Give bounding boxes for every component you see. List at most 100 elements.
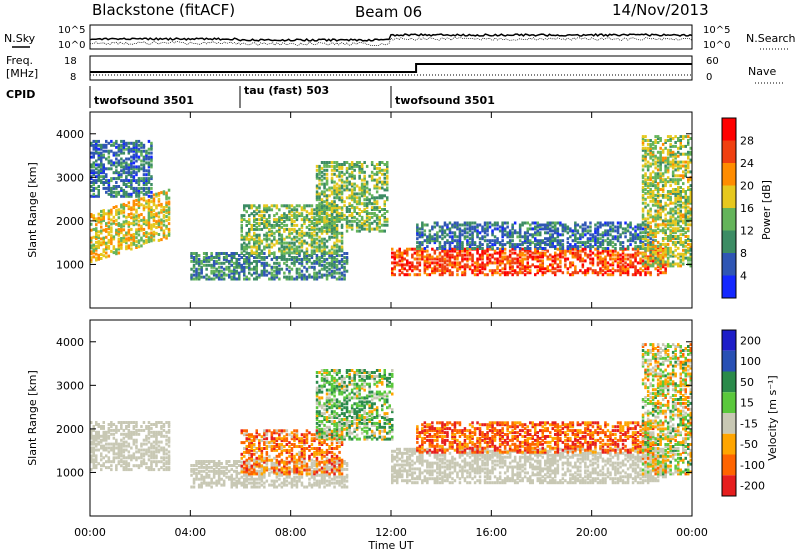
echo-cell: [127, 230, 131, 234]
echo-cell: [476, 257, 479, 261]
echo-cell: [132, 165, 136, 169]
echo-cell: [137, 157, 141, 161]
echo-cell: [669, 201, 672, 205]
echo-cell: [225, 265, 228, 269]
echo-cell: [95, 423, 98, 426]
echo-cell: [132, 145, 136, 149]
echo-cell: [416, 251, 419, 255]
echo-cell: [338, 261, 341, 265]
echo-cell: [90, 169, 93, 173]
echo-cell: [679, 219, 682, 223]
echo-cell: [368, 221, 371, 225]
echo-cell: [95, 244, 98, 248]
echo-cell: [330, 168, 334, 172]
echo-cell: [245, 235, 248, 239]
echo-cell: [107, 428, 111, 432]
echo-cell: [534, 251, 537, 255]
echo-cell: [350, 174, 354, 178]
echo-cell: [679, 264, 682, 268]
echo-cell: [110, 179, 113, 183]
echo-cell: [130, 171, 133, 175]
echo-cell: [335, 161, 339, 164]
echo-cell: [295, 275, 299, 279]
echo-cell: [375, 225, 379, 229]
echo-cell: [273, 265, 276, 269]
echo-cell: [338, 188, 341, 192]
echo-cell: [473, 241, 477, 245]
echo-cell: [383, 163, 386, 166]
echo-cell: [230, 275, 233, 279]
echo-cell: [551, 239, 554, 243]
echo-cell: [135, 147, 138, 151]
echo-cell: [684, 144, 687, 148]
echo-cell: [325, 180, 329, 184]
echo-cell: [105, 224, 108, 227]
echo-cell: [320, 206, 324, 210]
echo-cell: [263, 256, 266, 259]
echo-cell: [386, 166, 389, 170]
echo-cell: [318, 245, 321, 249]
echo-cell: [559, 259, 562, 263]
echo-cell: [674, 188, 677, 191]
echo-cell: [140, 159, 143, 163]
echo-cell: [283, 216, 286, 220]
echo-cell: [501, 257, 504, 261]
echo-cell: [345, 259, 349, 263]
echo-cell: [679, 205, 682, 209]
echo-cell: [323, 182, 326, 186]
echo-cell: [503, 221, 507, 225]
echo-cell: [584, 221, 587, 225]
echo-cell: [265, 239, 269, 243]
echo-cell: [313, 222, 316, 225]
echo-cell: [571, 229, 575, 233]
echo-cell: [152, 203, 156, 207]
echo-cell: [621, 259, 625, 263]
echo-cell: [687, 250, 690, 254]
echo-cell: [230, 254, 233, 257]
echo-cell: [358, 212, 361, 215]
echo-cell: [100, 444, 103, 448]
echo-cell: [584, 251, 587, 255]
echo-cell: [604, 233, 607, 237]
echo-cell: [142, 198, 146, 202]
echo-cell: [461, 243, 464, 247]
echo-cell: [559, 261, 562, 265]
echo-cell: [110, 460, 113, 464]
echo-cell: [157, 191, 161, 195]
echo-cell: [90, 442, 93, 446]
echo-cell: [599, 245, 602, 249]
echo-cell: [581, 241, 585, 245]
echo-cell: [248, 239, 251, 243]
echo-cell: [539, 251, 542, 255]
echo-cell: [541, 265, 544, 269]
echo-cell: [396, 261, 399, 265]
colorbar-tick-label: 12: [740, 225, 754, 238]
echo-cell: [135, 188, 138, 192]
echo-cell: [275, 267, 279, 271]
echo-cell: [245, 257, 248, 261]
echo-cell: [328, 273, 331, 277]
echo-cell: [125, 204, 128, 207]
echo-cell: [561, 251, 565, 255]
echo-cell: [323, 210, 326, 213]
echo-cell: [636, 247, 640, 251]
echo-cell: [508, 249, 512, 253]
echo-cell: [534, 257, 537, 261]
echo-cell: [669, 237, 672, 240]
echo-cell: [508, 265, 512, 269]
echo-cell: [438, 243, 442, 247]
echo-cell: [624, 261, 627, 265]
echo-cell: [566, 245, 570, 249]
echo-cell: [95, 227, 98, 231]
echo-cell: [358, 196, 361, 200]
echo-cell: [541, 261, 544, 265]
echo-cell: [677, 191, 680, 195]
echo-cell: [539, 223, 542, 227]
echo-cell: [556, 239, 560, 243]
echo-cell: [315, 273, 319, 277]
echo-cell: [200, 265, 203, 269]
echo-cell: [135, 151, 138, 155]
echo-cell: [348, 174, 351, 178]
echo-cell: [345, 168, 349, 172]
echo-cell: [659, 146, 662, 150]
